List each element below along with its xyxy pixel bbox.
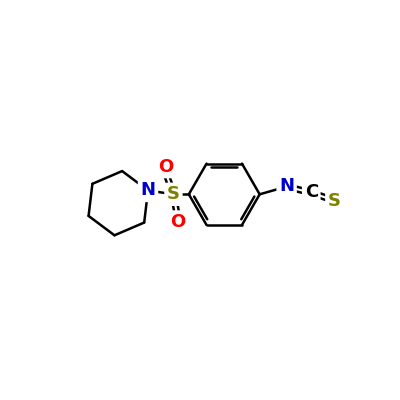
Text: N: N bbox=[140, 182, 156, 200]
Text: O: O bbox=[170, 213, 185, 231]
Text: O: O bbox=[158, 158, 173, 176]
Text: N: N bbox=[279, 177, 294, 195]
Text: S: S bbox=[167, 185, 180, 203]
Text: C: C bbox=[305, 183, 318, 201]
Text: S: S bbox=[328, 192, 341, 210]
